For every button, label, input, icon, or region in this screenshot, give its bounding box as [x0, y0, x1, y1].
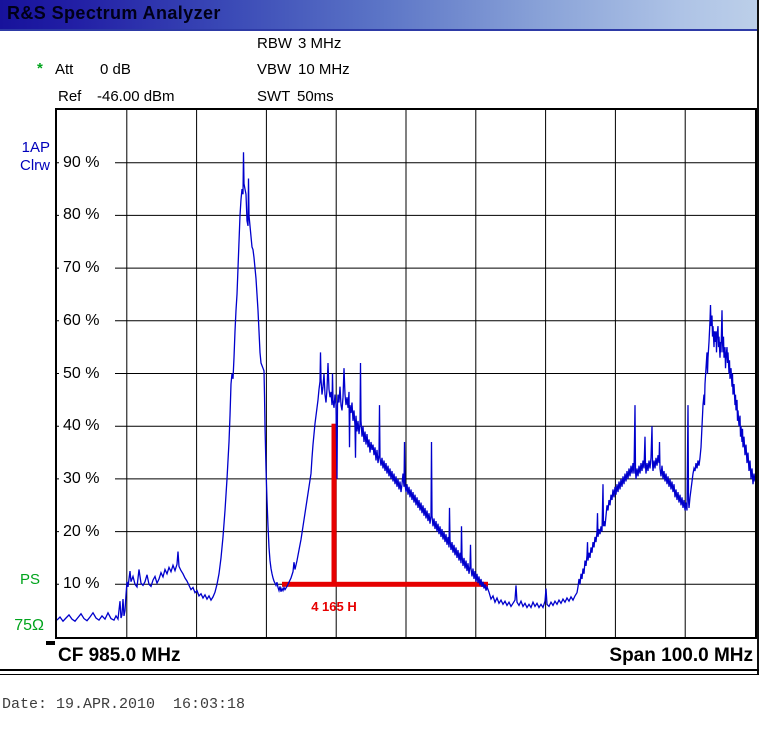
spectrum-plot-area: 90 % 80 % 70 % 60 % 50 % 40 % 30 % 20 % 10 % 4 1… [55, 108, 757, 639]
vbw-label: VBW [257, 61, 292, 78]
att-label: Att [55, 61, 74, 78]
ref-label: Ref [58, 88, 82, 105]
spectrum-plot-canvas [57, 110, 755, 637]
rbw-label: RBW [257, 35, 292, 52]
y-tick-label: 50 % [59, 363, 115, 384]
center-frequency-readout: CF 985.0 MHz [58, 645, 181, 666]
y-tick-label: 90 % [59, 152, 115, 173]
y-tick-label: 70 % [59, 258, 115, 279]
screen-right-frame [757, 0, 759, 675]
rbw-value: 3 MHz [298, 35, 342, 52]
swt-label: SWT [257, 88, 291, 105]
trace-detector-label: Clrw [20, 157, 50, 174]
vbw-value: 10 MHz [298, 61, 350, 78]
trace-number-label: 1AP [21, 139, 50, 156]
impedance-label: 75Ω [14, 617, 44, 634]
y-tick-label: 40 % [59, 416, 115, 437]
spectrum-trace [57, 152, 755, 623]
att-value: 0 dB [100, 61, 131, 78]
span-readout: Span 100.0 MHz [609, 645, 753, 666]
att-coupled-star: * [37, 60, 43, 77]
y-tick-label: 80 % [59, 205, 115, 226]
y-tick-label: 10 % [59, 574, 115, 595]
title-bar: R&S Spectrum Analyzer [0, 0, 757, 31]
screen-bottom-line-thin [0, 674, 759, 675]
screen-bottom-line-thick [0, 669, 759, 671]
hardcopy-date: Date: 19.APR.2010 16:03:18 [2, 696, 246, 713]
grid-lines [57, 110, 755, 637]
y-tick-label: 30 % [59, 468, 115, 489]
delta-marker-lines [282, 423, 488, 587]
y-tick-label: 60 % [59, 310, 115, 331]
ps-label: PS [19, 571, 40, 588]
corner-tick-mark [46, 641, 55, 645]
swt-value: 50ms [297, 88, 334, 105]
ref-value: -46.00 dBm [97, 88, 175, 105]
marker-annotation-text: 4 165 H [311, 599, 357, 614]
app-title: R&S Spectrum Analyzer [7, 3, 221, 23]
y-tick-label: 20 % [59, 521, 115, 542]
trace-mode-label: 1AP Clrw [0, 139, 50, 175]
